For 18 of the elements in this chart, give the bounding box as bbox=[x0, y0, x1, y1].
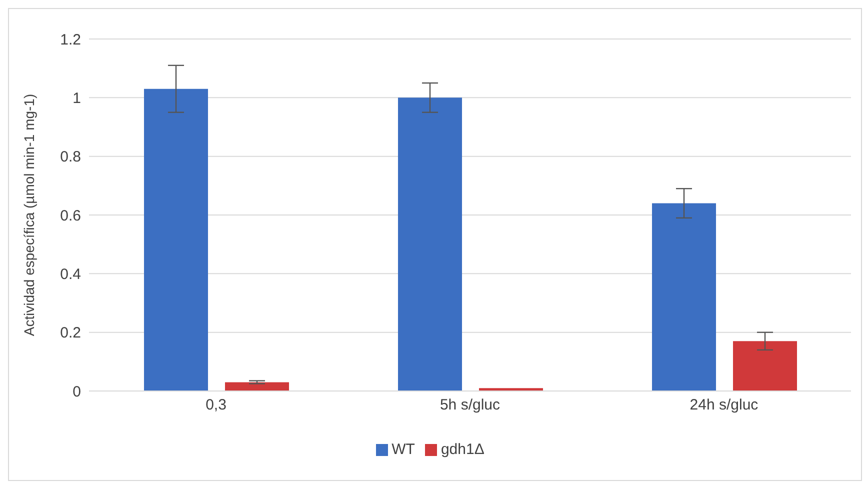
x-tick-label: 0,3 bbox=[206, 396, 226, 414]
bar bbox=[733, 341, 797, 391]
bar bbox=[225, 382, 289, 391]
bar bbox=[652, 203, 716, 391]
bar bbox=[398, 98, 462, 391]
y-tick-label: 0.8 bbox=[60, 148, 81, 166]
legend-label: gdh1Δ bbox=[440, 441, 484, 458]
x-tick-label: 5h s/gluc bbox=[440, 396, 501, 414]
x-tick-label: 24h s/gluc bbox=[690, 396, 759, 414]
y-tick-label: 0 bbox=[72, 383, 81, 400]
y-tick-label: 1.2 bbox=[60, 31, 81, 48]
y-tick-label: 0.2 bbox=[60, 324, 81, 342]
legend-label: WT bbox=[392, 441, 415, 458]
bar bbox=[144, 88, 208, 391]
y-tick-label: 1 bbox=[72, 90, 81, 107]
y-tick-label: 0.6 bbox=[60, 207, 81, 224]
y-axis-title: Actividad específica (µmol min-1 mg-1) bbox=[20, 94, 37, 336]
y-tick-label: 0.4 bbox=[60, 266, 81, 283]
